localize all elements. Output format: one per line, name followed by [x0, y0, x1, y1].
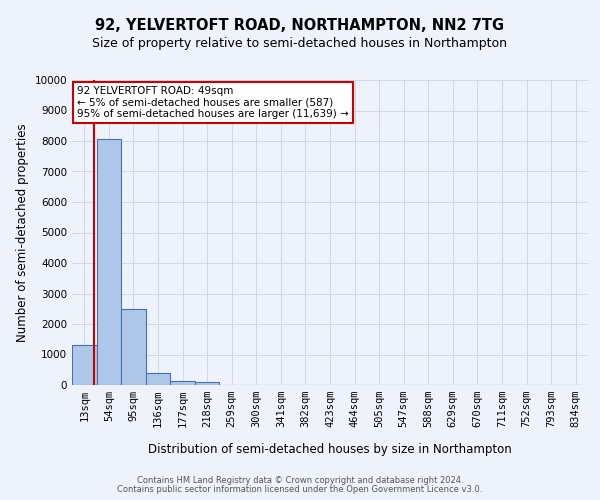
Bar: [121, 308, 146, 385]
Y-axis label: Number of semi-detached properties: Number of semi-detached properties: [16, 123, 29, 342]
Bar: [72, 346, 97, 385]
Text: 92, YELVERTOFT ROAD, NORTHAMPTON, NN2 7TG: 92, YELVERTOFT ROAD, NORTHAMPTON, NN2 7T…: [95, 18, 505, 32]
Bar: [170, 381, 195, 385]
Bar: [195, 382, 220, 385]
Text: Distribution of semi-detached houses by size in Northampton: Distribution of semi-detached houses by …: [148, 442, 512, 456]
Bar: [97, 140, 121, 385]
Text: Contains public sector information licensed under the Open Government Licence v3: Contains public sector information licen…: [118, 485, 482, 494]
Text: Size of property relative to semi-detached houses in Northampton: Size of property relative to semi-detach…: [92, 38, 508, 51]
Text: Contains HM Land Registry data © Crown copyright and database right 2024.: Contains HM Land Registry data © Crown c…: [137, 476, 463, 485]
Bar: [146, 374, 170, 385]
Text: 92 YELVERTOFT ROAD: 49sqm
← 5% of semi-detached houses are smaller (587)
95% of : 92 YELVERTOFT ROAD: 49sqm ← 5% of semi-d…: [77, 86, 349, 120]
